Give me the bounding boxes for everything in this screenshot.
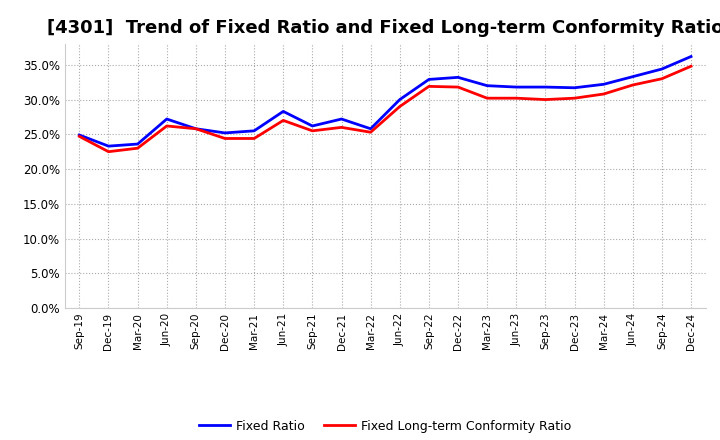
- Line: Fixed Long-term Conformity Ratio: Fixed Long-term Conformity Ratio: [79, 66, 691, 152]
- Fixed Long-term Conformity Ratio: [308, 128, 317, 133]
- Fixed Ratio: [395, 97, 404, 102]
- Fixed Long-term Conformity Ratio: [250, 136, 258, 141]
- Fixed Long-term Conformity Ratio: [483, 95, 492, 101]
- Fixed Ratio: [220, 130, 229, 136]
- Fixed Ratio: [366, 126, 375, 132]
- Title: [4301]  Trend of Fixed Ratio and Fixed Long-term Conformity Ratio: [4301] Trend of Fixed Ratio and Fixed Lo…: [47, 19, 720, 37]
- Fixed Long-term Conformity Ratio: [657, 76, 666, 81]
- Fixed Long-term Conformity Ratio: [512, 95, 521, 101]
- Fixed Ratio: [541, 84, 550, 90]
- Fixed Long-term Conformity Ratio: [163, 123, 171, 128]
- Fixed Long-term Conformity Ratio: [279, 118, 287, 123]
- Fixed Ratio: [163, 117, 171, 122]
- Fixed Ratio: [75, 132, 84, 138]
- Fixed Ratio: [599, 82, 608, 87]
- Fixed Ratio: [483, 83, 492, 88]
- Fixed Ratio: [192, 126, 200, 132]
- Fixed Ratio: [512, 84, 521, 90]
- Fixed Ratio: [454, 75, 462, 80]
- Fixed Long-term Conformity Ratio: [133, 146, 142, 151]
- Fixed Ratio: [687, 54, 696, 59]
- Fixed Ratio: [629, 74, 637, 79]
- Fixed Long-term Conformity Ratio: [454, 84, 462, 90]
- Line: Fixed Ratio: Fixed Ratio: [79, 56, 691, 146]
- Fixed Long-term Conformity Ratio: [366, 130, 375, 135]
- Fixed Long-term Conformity Ratio: [395, 104, 404, 109]
- Fixed Long-term Conformity Ratio: [425, 84, 433, 89]
- Fixed Long-term Conformity Ratio: [687, 64, 696, 69]
- Fixed Long-term Conformity Ratio: [104, 149, 113, 154]
- Fixed Ratio: [308, 123, 317, 128]
- Fixed Ratio: [337, 117, 346, 122]
- Fixed Long-term Conformity Ratio: [220, 136, 229, 141]
- Fixed Long-term Conformity Ratio: [629, 82, 637, 88]
- Fixed Ratio: [657, 66, 666, 72]
- Fixed Long-term Conformity Ratio: [570, 95, 579, 101]
- Legend: Fixed Ratio, Fixed Long-term Conformity Ratio: Fixed Ratio, Fixed Long-term Conformity …: [194, 414, 577, 437]
- Fixed Long-term Conformity Ratio: [75, 134, 84, 139]
- Fixed Ratio: [104, 143, 113, 149]
- Fixed Long-term Conformity Ratio: [337, 125, 346, 130]
- Fixed Long-term Conformity Ratio: [599, 92, 608, 97]
- Fixed Ratio: [250, 128, 258, 133]
- Fixed Ratio: [425, 77, 433, 82]
- Fixed Ratio: [279, 109, 287, 114]
- Fixed Long-term Conformity Ratio: [192, 126, 200, 132]
- Fixed Ratio: [133, 141, 142, 147]
- Fixed Long-term Conformity Ratio: [541, 97, 550, 102]
- Fixed Ratio: [570, 85, 579, 90]
